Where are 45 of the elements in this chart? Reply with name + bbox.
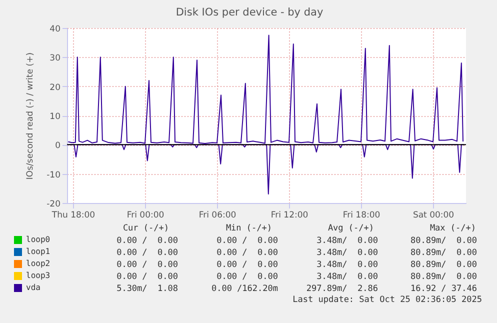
legend-label: loop3 [26, 271, 50, 280]
legend-label: loop0 [26, 235, 50, 244]
text: 3.48m/ 0.00 [316, 248, 378, 258]
x-tick-label: Fri 00:00 [126, 210, 164, 220]
text: 0.00 / 0.00 [116, 272, 178, 282]
legend-label: loop2 [26, 259, 50, 268]
x-tick-label: Thu 18:00 [50, 210, 96, 220]
y-tick-label: 0 [55, 141, 60, 152]
text: 0.00 / 0.00 [216, 248, 278, 258]
text: 297.89m/ 2.86 [306, 284, 378, 294]
x-tick-label: Fri 18:00 [342, 210, 380, 220]
text: Cur (-/+) [122, 224, 169, 234]
text: 3.48m/ 0.00 [316, 260, 378, 270]
y-tick-label: 40 [50, 24, 60, 34]
chart-title: Disk IOs per device - by day [176, 6, 324, 18]
text: 16.92 / 37.46 [410, 284, 477, 294]
x-tick-label: Fri 06:00 [198, 210, 236, 220]
text: 0.00 / 0.00 [116, 248, 178, 258]
text: Last update: Sat Oct 25 02:36:05 2025 [292, 295, 482, 305]
y-axis-title: IOs/second read (-) / write (+) [26, 52, 36, 180]
text: 5.30m/ 1.08 [116, 284, 178, 294]
text: 80.89m/ 0.00 [410, 260, 477, 270]
text: 80.89m/ 0.00 [410, 236, 477, 246]
text: Min (-/+) [226, 224, 272, 234]
y-tick-label: 30 [50, 54, 60, 64]
text: 3.48m/ 0.00 [316, 236, 378, 246]
text: 3.48m/ 0.00 [316, 272, 378, 282]
text: 80.89m/ 0.00 [410, 248, 477, 258]
text: Max (-/+) [430, 224, 476, 234]
text: 80.89m/ 0.00 [410, 272, 477, 282]
y-tick-label: 10 [50, 112, 60, 122]
legend-label: loop1 [26, 247, 50, 256]
text: 0.00 / 0.00 [116, 260, 178, 270]
text: 0.00 / 0.00 [116, 236, 178, 246]
text: 0.00 / 0.00 [216, 260, 278, 270]
text: Avg (-/+) [328, 224, 374, 234]
y-tick-label: 20 [50, 82, 60, 93]
text: 0.00 /162.20m [211, 284, 278, 294]
text: 0.00 / 0.00 [216, 272, 278, 282]
y-tick-label: -20 [46, 200, 60, 210]
x-tick-label: Sat 00:00 [412, 210, 454, 220]
y-tick-label: -10 [46, 170, 60, 180]
legend-label: vda [26, 283, 41, 292]
text: 0.00 / 0.00 [216, 236, 278, 246]
x-tick-label: Fri 12:00 [270, 210, 308, 220]
